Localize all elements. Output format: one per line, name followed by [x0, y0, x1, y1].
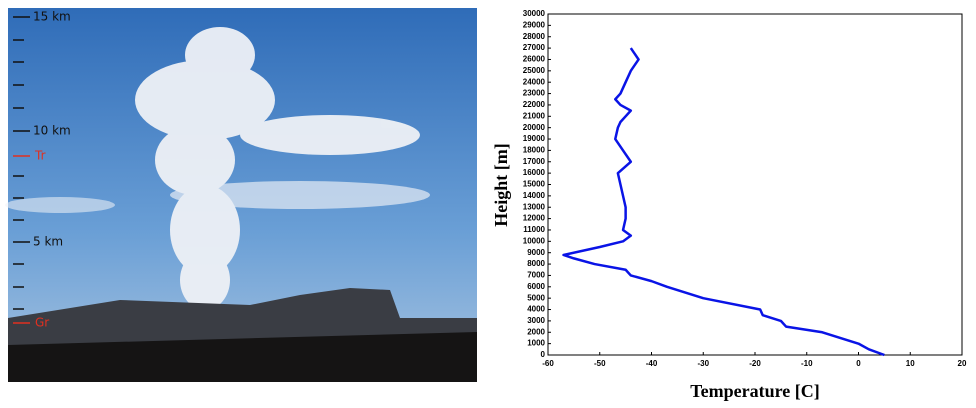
x-tick-label: -30 — [697, 359, 709, 368]
y-tick-label: 8000 — [527, 259, 545, 268]
chart: Temperature [C] Height [m] 0 1000 2000 3000… — [491, 9, 967, 401]
y-tick-label: 17000 — [523, 157, 546, 166]
y-tick-label: 13000 — [523, 202, 546, 211]
x-tick-label: -40 — [646, 359, 658, 368]
x-tick-label: 20 — [958, 359, 967, 368]
x-axis-label: Temperature [C] — [690, 381, 819, 401]
photo: 15 km 10 km Tr 5 km Gr — [5, 8, 477, 382]
y-tick-label: 1000 — [527, 339, 545, 348]
y-tick-label: 24000 — [523, 77, 546, 86]
y-tick-label: 23000 — [523, 89, 546, 98]
page: 15 km 10 km Tr 5 km Gr Temperature [C] H… — [0, 0, 976, 408]
plot-frame — [548, 14, 962, 355]
x-tick-label: -20 — [749, 359, 761, 368]
y-tick-label: 20000 — [523, 123, 546, 132]
y-tick-label: 29000 — [523, 20, 546, 29]
y-tick-label: 15000 — [523, 180, 546, 189]
y-tick-label: 26000 — [523, 55, 546, 64]
y-tick-label: 4000 — [527, 305, 545, 314]
y-tick-label: 5000 — [527, 293, 545, 302]
y-tick-label: 18000 — [523, 146, 546, 155]
y-tick-label: 22000 — [523, 100, 546, 109]
y-tick-label: 21000 — [523, 111, 546, 120]
x-tick-label: 0 — [856, 359, 861, 368]
photo-label: Gr — [35, 316, 49, 330]
photo-label: Tr — [34, 149, 46, 163]
y-tick-label: 11000 — [523, 225, 545, 234]
y-tick-label: 6000 — [527, 282, 545, 291]
y-tick-label: 3000 — [527, 316, 545, 325]
x-tick-label: -50 — [594, 359, 606, 368]
y-axis-label: Height [m] — [491, 143, 511, 226]
x-tick-label: -10 — [801, 359, 813, 368]
y-tick-label: 19000 — [523, 134, 546, 143]
y-tick-label: 28000 — [523, 32, 546, 41]
y-tick-label: 14000 — [523, 191, 546, 200]
y-tick-label: 16000 — [523, 168, 546, 177]
y-tick-label: 0 — [541, 350, 546, 359]
photo-label: 10 km — [33, 124, 71, 138]
x-tick-label: 10 — [906, 359, 915, 368]
photo-label: 15 km — [33, 10, 71, 24]
y-tick-label: 7000 — [527, 271, 545, 280]
x-tick-label: -60 — [542, 359, 554, 368]
y-tick-label: 25000 — [523, 66, 546, 75]
y-tick-label: 12000 — [523, 214, 546, 223]
photo-label: 5 km — [33, 235, 63, 249]
y-tick-label: 27000 — [523, 43, 546, 52]
y-tick-label: 9000 — [527, 248, 545, 257]
y-tick-label: 2000 — [527, 327, 545, 336]
y-tick-label: 30000 — [523, 9, 546, 18]
y-tick-label: 10000 — [523, 236, 546, 245]
